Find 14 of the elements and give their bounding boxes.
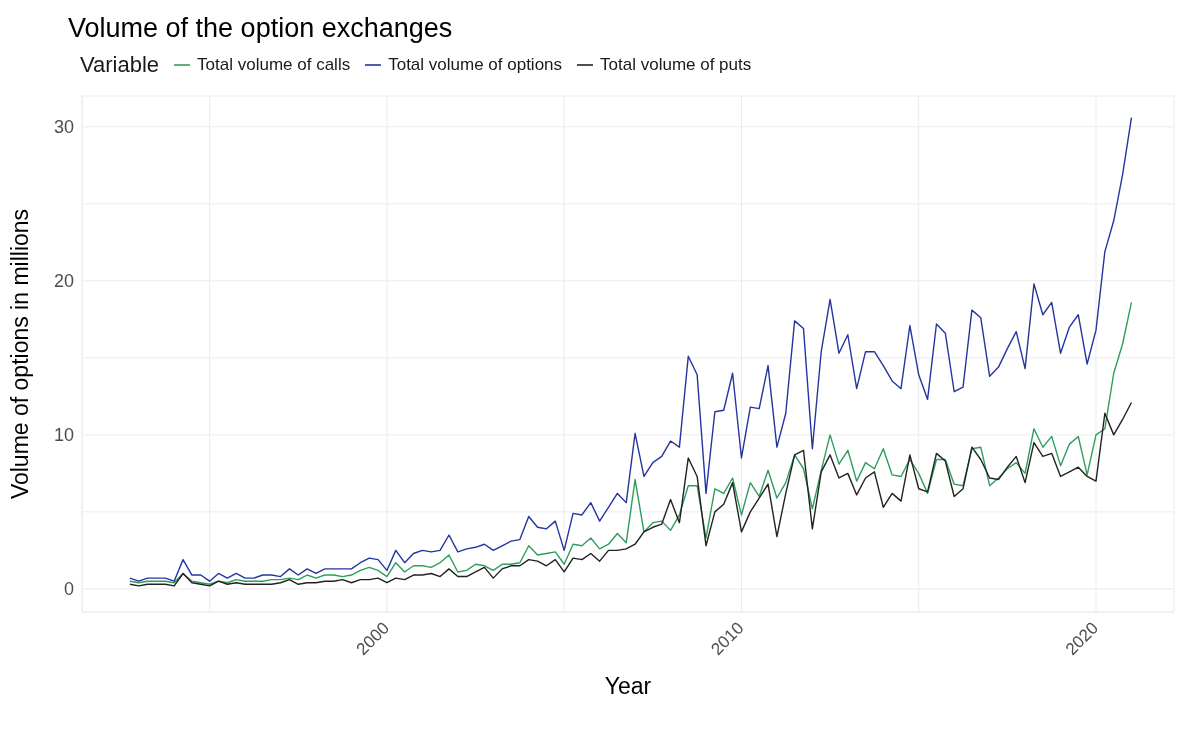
line-series: [129, 116, 1133, 582]
y-tick-label: 30: [53, 117, 74, 138]
line-series: [129, 401, 1133, 587]
y-axis-title: Volume of options in millions: [7, 208, 34, 500]
y-tick-label: 10: [53, 425, 74, 446]
y-tick-label: 0: [63, 579, 74, 600]
line-series: [129, 301, 1133, 585]
legend-label: Total volume of options: [387, 55, 563, 75]
legend-title: Variable: [80, 52, 160, 78]
legend-label: Total volume of calls: [196, 55, 351, 75]
y-tick-label: 20: [53, 271, 74, 292]
x-axis-title: Year: [604, 673, 652, 699]
chart-title: Volume of the option exchanges: [67, 12, 454, 45]
legend-label: Total volume of puts: [599, 55, 752, 75]
